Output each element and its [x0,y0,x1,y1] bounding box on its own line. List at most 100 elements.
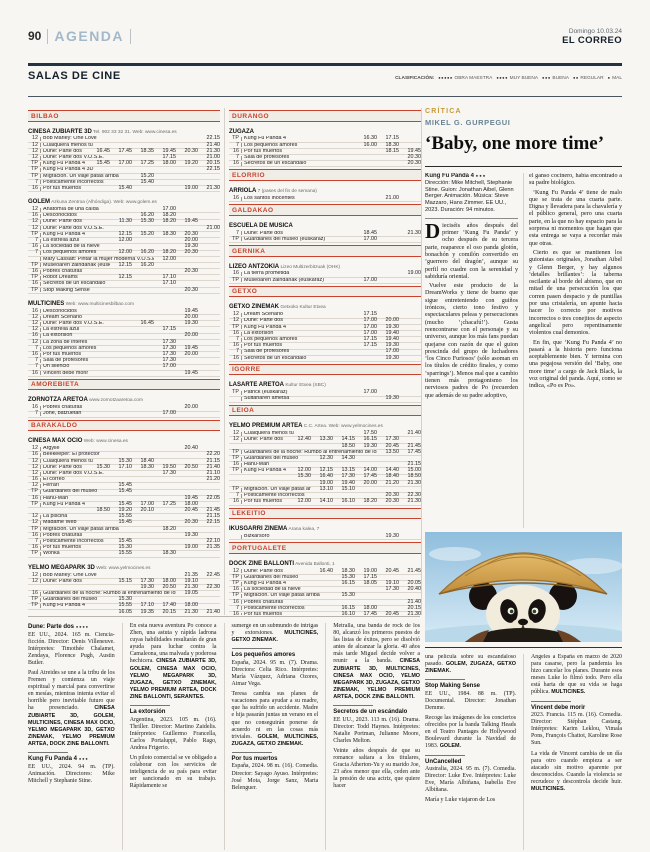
showtime [198,269,220,274]
film-row: 16 La sociedad de la nieve 17.30 20.40 [229,586,421,594]
film-title: Kung Fu Panda 4 [43,231,85,237]
film-title: Hanu-Man [43,495,69,501]
film-title: Por tus muertos [244,148,283,154]
film-row: 16 La extorsión 17.00 19.40 [229,330,421,338]
rating-divider [40,269,41,274]
rating-divider [40,405,41,410]
film-row: 12 Dune: Parte dos 17.00 20.00 [229,317,421,325]
rating-divider [241,499,242,504]
rating-divider [241,462,242,467]
showtime [176,257,198,262]
film-row: TP Kung Fu Panda 4 15.45 17.00 17.25 18.00 [28,500,220,509]
showtimes: 12.00 16.20 18.20 20.30 [110,249,220,255]
film-row: 7 Dune: Parte dos 18.45 21.30 [229,230,421,237]
rating-divider [40,149,41,154]
film-row: 12 Dream Scenario 20.00 [28,314,220,322]
showtime: 21.20 [385,479,400,486]
showtime: 19.30 [385,532,400,539]
film-rating: 12 [233,317,239,324]
capsule-divider [28,752,68,753]
showtime: 12.00 [297,467,312,474]
film-rating: TP [232,485,239,492]
showtime: 12.00 [297,498,312,505]
showtime: 17.40 [162,602,177,609]
showtimes: 15.40 [132,178,220,185]
showtimes: 15.30 17.15 [333,574,421,580]
film-row: 12 Dune: Parte dos V.O.S.E. 17.15 21.00 [28,153,221,162]
film-row: 12 La zona de interés 17.30 [28,339,220,346]
rating-divider [40,471,41,476]
showtime: 21.00 [206,153,221,160]
film-rating: 12 [32,320,38,327]
film-title: Guardianes del museo [43,597,98,603]
film-title: Desconocidos [43,213,77,219]
showtime: 15.40 [140,178,155,185]
film-row: TP Kung Fu Panda 4 12.15 15.20 18.30 20.30 [28,230,220,239]
rating-divider [241,350,242,355]
cinema-name: CINESA ZUBIARTE 3D [28,128,92,135]
capsule-title: Stop Making Sense [425,683,481,690]
showtime: 13.50 [385,448,400,455]
film-title: Ferrari [43,483,59,489]
film-rating: 16 [32,351,38,358]
rating-divider [40,459,41,464]
divider [47,28,49,44]
showtime [399,278,421,283]
showtime: 21.30 [206,184,221,191]
film-rating: TP [31,261,38,268]
showtime: 20.30 [385,498,400,505]
showtime [399,349,421,354]
film-title: Políticamente incorrectos [244,605,305,611]
showtime [198,327,220,332]
capsule-text: La vida de Vincent cambia de un día para… [531,750,622,792]
rating-divider [40,490,41,495]
showtime: 19.45 [184,494,199,501]
film-title: Kung Fu Panda 4 [244,580,286,586]
showtime: 15.30 [341,592,356,599]
film-title: Guardianes del museo [244,574,299,580]
showtimes: 17.00 [377,348,421,354]
showtime: 15.20 [140,230,155,237]
showtime: 15.45 [118,500,133,507]
showtimes: 17.00 19.40 [355,330,421,336]
legend-item: ● MAL [607,75,622,81]
showtime: 18.00 [184,602,199,609]
capsule-title: Por tus muertos [231,755,278,762]
film-rating: 7 [35,363,38,370]
film-title: La estrella azul [43,327,80,333]
film-rating: 16 [233,586,239,593]
showtime: 21.20 [206,476,221,483]
film-rating: TP [31,602,38,609]
showtimes: 20.00 [176,404,220,410]
showtime [132,551,154,556]
film-title: La sociedad de la nieve [43,244,100,250]
film-title: Vincent debe morir [43,370,89,376]
film-row: 16 La sociedad de la nieve 19.30 [28,243,220,251]
showtime: 20.45 [385,567,400,574]
showtime: 19.20 [184,160,199,167]
rating-divider [241,456,242,461]
town-header: GALDAKAO [229,204,421,216]
cinema-header: ESCUELA DE MUSICA [229,219,421,230]
showtime: 15.45 [118,537,133,544]
town-header: ELORRIO [229,169,421,181]
capsule-text: Argentina, 2023. 105 m. (16). Thriller. … [129,716,217,751]
film-title: Madame Web [43,520,77,526]
film-row: 12 Dune: Parte dos 16.45 17.45 18.35 19.45 20.… [28,148,220,156]
rating-divider [40,521,41,526]
rating-divider [40,334,41,339]
film-row: TP Migración. Un viaje patas arriba 15.20 [28,173,220,180]
film-rating: 16 [233,461,239,468]
showtime [198,263,220,268]
rating-dots: ●●● [77,756,89,761]
rating-divider [241,600,242,605]
film-row: 12 Dune: Parte dos V.O.S.E. 16.45 19.30 [28,320,220,328]
film-rating: 7 [35,357,38,364]
showtime: 14.00 [363,467,378,474]
capsule-text: España, 2024. 98 m. (16). Comedia. Direc… [231,763,319,791]
showtimes: 18.50 19.20 20.10 20.45 21.45 [88,507,221,513]
showtime [377,456,399,461]
showtime: 18.00 [162,577,177,584]
rating-divider [40,232,41,237]
showtime: 21.40 [206,141,221,148]
